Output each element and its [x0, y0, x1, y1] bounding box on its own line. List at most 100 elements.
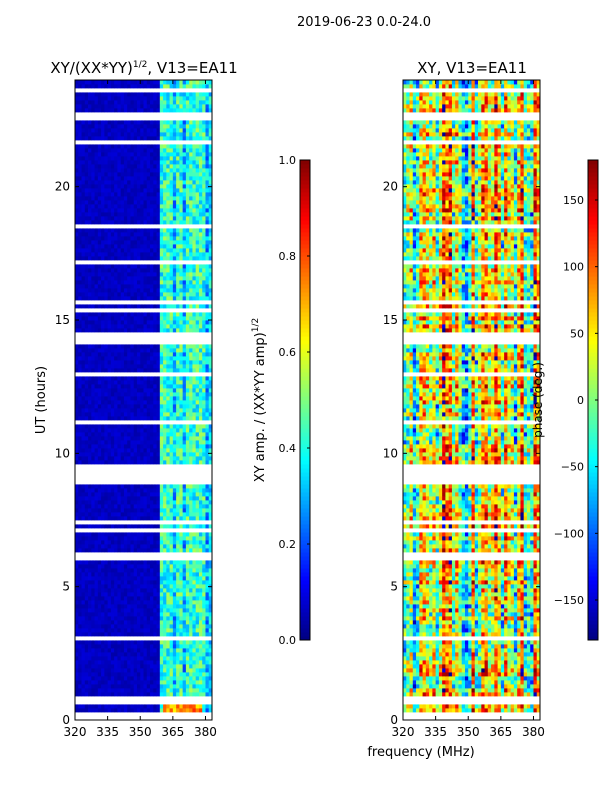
amp-cell	[84, 672, 89, 677]
amp-cell	[192, 448, 197, 453]
amp-cell	[208, 548, 212, 553]
amp-cell	[114, 292, 118, 297]
amp-cell	[104, 364, 109, 369]
amp-cell	[189, 408, 193, 413]
amp-cell	[169, 324, 174, 329]
amp-cell	[78, 412, 82, 417]
amp-cell	[195, 496, 200, 501]
amp-cell	[172, 480, 177, 485]
amp-row	[75, 464, 212, 469]
amp-cell	[130, 708, 135, 713]
amp-cell	[140, 556, 144, 561]
amp-cell	[202, 496, 206, 501]
amp-cell	[136, 688, 141, 693]
amp-cell	[123, 620, 128, 625]
amp-cell	[166, 592, 170, 597]
amp-cell	[205, 300, 210, 305]
amp-cell	[107, 424, 112, 429]
amp-cell	[91, 296, 95, 301]
amp-cell	[104, 272, 109, 277]
amp-cell	[97, 528, 102, 533]
amp-cell	[153, 624, 157, 629]
amp-cell	[75, 396, 79, 401]
amp-cell	[182, 440, 187, 445]
amp-cell	[91, 496, 95, 501]
amp-cell	[172, 380, 177, 385]
amp-cell	[163, 424, 167, 429]
amp-cell	[166, 708, 170, 713]
amp-cell	[140, 260, 144, 265]
amp-cell	[107, 428, 112, 433]
amp-cell	[146, 276, 151, 281]
amp-cell	[150, 656, 154, 661]
amp-cell	[182, 624, 187, 629]
amp-cell	[169, 556, 174, 561]
amp-cell	[198, 560, 203, 565]
amp-cell	[189, 320, 193, 325]
amp-cell	[208, 488, 212, 493]
amp-cell	[163, 700, 167, 705]
amp-cell	[88, 612, 92, 617]
amp-cell	[91, 440, 95, 445]
amp-cell	[169, 392, 174, 397]
amp-cell	[189, 696, 193, 701]
amp-cell	[127, 544, 131, 549]
amp-cell	[81, 628, 86, 633]
amp-cell	[104, 384, 109, 389]
amp-cell	[78, 636, 82, 641]
amp-cell	[169, 308, 174, 313]
amp-cell	[205, 652, 210, 657]
amp-cell	[189, 340, 193, 345]
amp-cell	[120, 376, 125, 381]
amp-cell	[127, 404, 131, 409]
amp-cell	[195, 588, 200, 593]
amp-cell	[159, 656, 164, 661]
amp-row	[75, 396, 212, 401]
amp-cell	[130, 468, 135, 473]
amp-cell	[120, 456, 125, 461]
amp-cell	[88, 376, 92, 381]
amp-cell	[189, 604, 193, 609]
amp-cell	[146, 288, 151, 293]
amp-cell	[117, 308, 122, 313]
amp-cell	[117, 352, 122, 357]
amp-cell	[172, 336, 177, 341]
amp-cell	[88, 284, 92, 289]
amp-cell	[198, 316, 203, 321]
amp-cell	[179, 320, 184, 325]
amp-cell	[110, 388, 115, 393]
amp-cell	[81, 316, 86, 321]
amp-cell	[185, 424, 190, 429]
amp-cell	[143, 544, 148, 549]
amp-cell	[107, 268, 112, 273]
amp-cell	[97, 364, 102, 369]
amp-cell	[159, 672, 164, 677]
amp-cell	[166, 492, 170, 497]
amp-cell	[192, 592, 197, 597]
amp-cell	[146, 284, 151, 289]
amp-cell	[97, 616, 102, 621]
amp-cell	[120, 492, 125, 497]
amp-cell	[156, 260, 161, 265]
amp-cell	[133, 268, 138, 273]
amp-cell	[101, 620, 105, 625]
amp-cell	[176, 308, 180, 313]
amp-cell	[78, 624, 82, 629]
amp-cell	[136, 296, 141, 301]
amp-cell	[114, 432, 118, 437]
amp-cell	[189, 312, 193, 317]
amp-cell	[101, 664, 105, 669]
amp-cell	[136, 308, 141, 313]
amp-cell	[107, 380, 112, 385]
amp-cell	[159, 448, 164, 453]
amp-cell	[205, 424, 210, 429]
amp-cell	[189, 640, 193, 645]
amp-cell	[205, 456, 210, 461]
amp-cell	[91, 364, 95, 369]
amp-cell	[101, 668, 105, 673]
amp-cell	[208, 464, 212, 469]
amp-cell	[179, 404, 184, 409]
amp-cell	[192, 436, 197, 441]
amp-cell	[84, 604, 89, 609]
amp-cell	[88, 480, 92, 485]
